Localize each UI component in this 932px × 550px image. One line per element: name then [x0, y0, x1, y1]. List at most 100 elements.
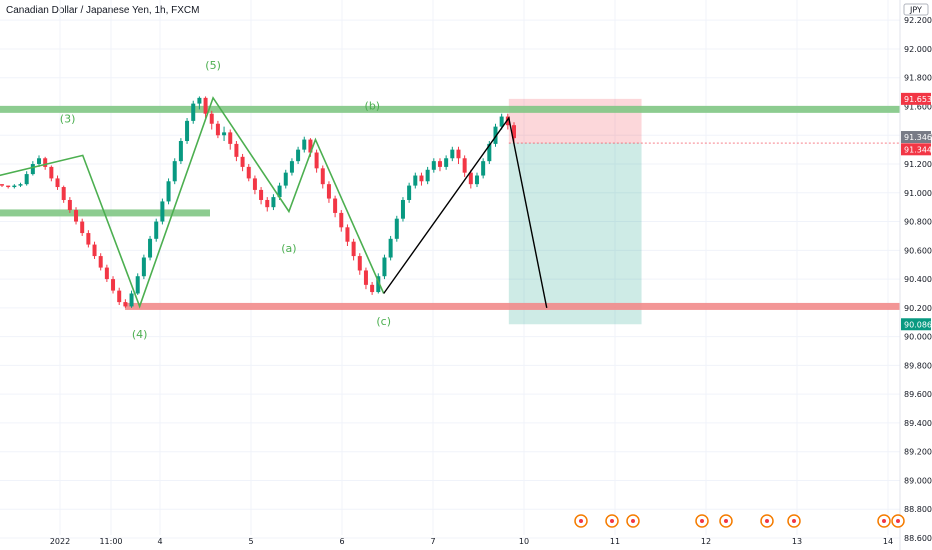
candle-body: [468, 172, 473, 185]
wave-label: (a): [281, 242, 296, 255]
candle-body: [419, 175, 424, 182]
y-axis: 92.20092.00091.80091.60091.40091.20091.0…: [899, 0, 932, 550]
candle-body: [80, 221, 85, 234]
price-label-box: [901, 318, 931, 331]
event-dot: [610, 519, 614, 523]
candle-body: [289, 161, 294, 173]
event-dot: [700, 519, 704, 523]
candle-body: [191, 103, 196, 121]
x-tick-label: 10: [519, 537, 529, 546]
candle-body: [444, 158, 449, 167]
candle-body: [185, 120, 190, 142]
candle-body: [437, 161, 442, 167]
candle-body: [252, 178, 257, 190]
y-tick-label: 90.600: [904, 246, 932, 255]
candle-body: [512, 125, 516, 139]
event-dot: [579, 519, 583, 523]
candle-body: [228, 132, 233, 144]
candle-body: [24, 174, 29, 185]
candle-body: [431, 161, 436, 170]
candle-body: [474, 175, 479, 185]
candle-body: [394, 218, 399, 239]
candle-body: [308, 139, 313, 153]
event-dot: [765, 519, 769, 523]
candle-body: [61, 187, 66, 200]
level-support-low: [125, 302, 900, 310]
candle-body: [6, 185, 11, 188]
candle-body: [271, 197, 276, 208]
candle-body: [487, 143, 492, 162]
candle-body: [98, 256, 103, 268]
candle-body: [259, 189, 264, 200]
wave-label: (3): [60, 112, 76, 125]
price-label: 91.344: [904, 145, 932, 154]
candle-body: [148, 238, 153, 258]
candle-body: [283, 172, 288, 186]
candle-body: [351, 241, 356, 257]
candle-body: [345, 227, 350, 242]
candle-body: [111, 279, 116, 291]
candle-body: [117, 290, 122, 303]
chart-title: Canadian Dollar / Japanese Yen, 1h, FXCM: [6, 5, 200, 16]
candle-body: [456, 149, 461, 159]
candles: [0, 96, 516, 308]
stop-loss-zone: [508, 98, 642, 144]
event-dot: [896, 519, 900, 523]
candle-body: [129, 293, 134, 307]
candle-body: [462, 158, 467, 173]
y-tick-label: 91.800: [904, 74, 932, 83]
candle-body: [43, 158, 48, 167]
candle-body: [407, 185, 412, 200]
x-tick-label: 14: [883, 537, 893, 546]
candle-body: [86, 233, 91, 245]
candle-body: [388, 238, 393, 258]
candle-body: [499, 116, 504, 127]
candle-body: [55, 178, 60, 188]
event-dot: [882, 519, 886, 523]
wave-paths: [0, 96, 548, 309]
candle-body: [240, 156, 245, 167]
candle-body: [104, 267, 109, 280]
x-tick-label: 7: [430, 537, 435, 546]
y-tick-label: 91.200: [904, 160, 932, 169]
candle-body: [222, 132, 227, 136]
y-tick-label: 90.400: [904, 275, 932, 284]
candle-body: [413, 175, 418, 186]
y-tick-label: 92.000: [904, 45, 932, 54]
event-dot: [792, 519, 796, 523]
candle-body: [166, 181, 171, 202]
wave-label: (c): [376, 315, 391, 328]
candle-body: [203, 97, 208, 114]
candle-body: [326, 184, 331, 199]
y-tick-label: 89.000: [904, 476, 932, 485]
grid: [0, 0, 900, 539]
currency-label: JPY: [909, 6, 922, 15]
candle-body: [209, 113, 214, 124]
candle-body: [18, 184, 23, 186]
y-tick-label: 89.200: [904, 448, 932, 457]
y-tick-label: 91.600: [904, 102, 932, 111]
candle-body: [400, 199, 405, 219]
candle-body: [74, 210, 79, 222]
candle-body: [49, 166, 54, 179]
candle-body: [333, 198, 338, 213]
x-tick-label: 13: [792, 537, 802, 546]
x-tick-label: 5: [248, 537, 253, 546]
y-tick-label: 92.200: [904, 16, 932, 25]
x-tick-label: 11: [610, 537, 620, 546]
event-markers[interactable]: [574, 514, 905, 528]
elliott-wave-line: [0, 96, 385, 309]
candle-body: [314, 152, 319, 169]
candle-body: [505, 116, 510, 126]
candle-body: [339, 212, 344, 228]
event-dot: [631, 519, 635, 523]
candle-body: [302, 139, 307, 150]
y-tick-label: 91.000: [904, 189, 932, 198]
candle-body: [296, 149, 301, 162]
y-tick-label: 88.800: [904, 505, 932, 514]
candle-body: [123, 302, 128, 307]
price-label: 91.653: [904, 95, 932, 104]
wave-label: (5): [205, 59, 221, 72]
candle-body: [160, 201, 165, 222]
